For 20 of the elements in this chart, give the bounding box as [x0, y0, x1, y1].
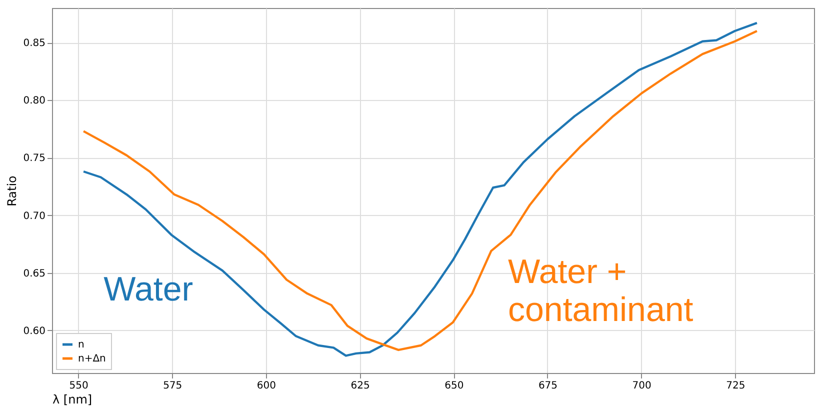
y-tick-label: 0.80 — [23, 96, 46, 107]
x-axis-title: λ [nm] — [52, 392, 92, 406]
annotation: Water — [104, 270, 194, 308]
x-tick-label: 600 — [256, 380, 276, 392]
y-axis-title: Ratio — [5, 176, 20, 206]
x-tick-label: 650 — [444, 380, 464, 392]
y-tick-label: 0.65 — [23, 268, 46, 280]
y-tick-label: 0.75 — [23, 153, 46, 164]
x-tick-label: 625 — [350, 380, 370, 392]
legend-label: n+Δn — [78, 354, 106, 364]
y-tick-label: 0.85 — [23, 38, 46, 50]
x-tick-label: 700 — [632, 380, 652, 392]
x-tick-label: 725 — [726, 380, 746, 392]
legend-label: n — [78, 340, 84, 350]
x-tick-label: 550 — [69, 380, 88, 392]
x-tick-label: 675 — [538, 380, 558, 392]
y-tick-label: 0.70 — [23, 210, 46, 222]
x-tick-label: 575 — [163, 380, 182, 392]
y-tick-label: 0.60 — [23, 326, 46, 337]
annotation: Water + contaminant — [508, 253, 694, 330]
